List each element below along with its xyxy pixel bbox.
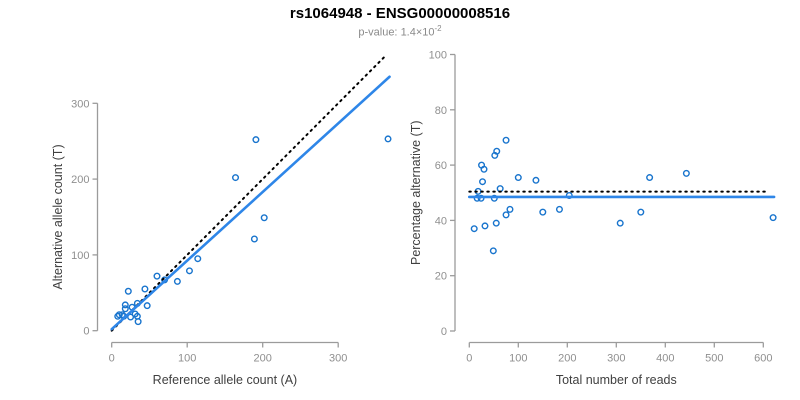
data-point — [473, 194, 481, 202]
data-point — [514, 174, 522, 182]
identity-line — [110, 55, 387, 332]
y-tick-label: 0 — [83, 326, 89, 338]
x-axis-title: Reference allele count (A) — [153, 373, 298, 387]
x-tick-label: 100 — [509, 353, 527, 365]
x-tick-label: 0 — [109, 353, 115, 365]
data-point — [565, 192, 573, 200]
y-tick-label: 80 — [435, 105, 447, 117]
y-tick-label: 20 — [435, 271, 447, 283]
data-point — [493, 147, 501, 155]
data-point — [479, 178, 487, 186]
data-point — [470, 225, 478, 233]
x-axis-title: Total number of reads — [556, 373, 677, 387]
y-tick-label: 0 — [441, 326, 447, 338]
data-point — [682, 169, 690, 177]
y-tick-label: 200 — [71, 174, 89, 186]
data-point — [121, 305, 129, 313]
x-tick-label: 200 — [254, 353, 272, 365]
data-point — [173, 277, 181, 285]
x-tick-label: 0 — [466, 353, 472, 365]
regression-line — [110, 75, 391, 331]
data-point — [502, 211, 510, 219]
x-tick-label: 600 — [754, 353, 772, 365]
data-point — [496, 185, 504, 193]
data-point — [769, 214, 777, 222]
data-point — [124, 287, 132, 295]
y-tick-label: 100 — [429, 50, 447, 62]
y-tick-label: 100 — [71, 250, 89, 262]
allele-counts-scatter: 0 100 200 300 0 100 200 300 Reference allele cou… — [51, 55, 392, 387]
x-tick-label: 400 — [656, 353, 674, 365]
data-point — [646, 174, 654, 182]
data-point — [480, 165, 488, 173]
y-tick-label: 40 — [435, 215, 447, 227]
data-point — [506, 205, 514, 213]
y-tick-label: 60 — [435, 160, 447, 172]
data-point — [185, 267, 193, 275]
data-point — [118, 311, 126, 319]
figure-subtitle: p-value: 1.4×10-2 — [0, 24, 800, 39]
data-point — [555, 205, 563, 213]
data-point — [490, 194, 498, 202]
data-point — [260, 214, 268, 222]
y-axis-title: Alternative allele count (T) — [51, 144, 65, 289]
y-tick-label: 300 — [71, 98, 89, 110]
x-tick-label: 500 — [705, 353, 723, 365]
pvalue-exponent: -2 — [434, 24, 442, 33]
figure-title: rs1064948 - ENSG00000008516 — [289, 5, 511, 22]
x-tick-label: 200 — [558, 353, 576, 365]
x-tick-label: 300 — [329, 353, 347, 365]
data-point — [477, 194, 485, 202]
data-point — [252, 136, 260, 144]
data-point — [134, 318, 142, 326]
data-point — [502, 136, 510, 144]
data-point — [384, 135, 392, 143]
data-point — [141, 285, 149, 293]
data-point — [539, 208, 547, 216]
percentage-vs-reads-scatter: 0 20 40 60 80 100 0 100 200 300 400 500 600 Total num… — [409, 50, 777, 387]
data-point — [481, 222, 489, 230]
data-point — [532, 176, 540, 184]
data-point — [616, 219, 624, 227]
pvalue-base: 1.4×10 — [400, 26, 435, 39]
data-point — [250, 235, 258, 243]
data-point — [153, 272, 161, 280]
data-point — [194, 255, 202, 263]
x-tick-label: 300 — [607, 353, 625, 365]
pvalue-label: p-value: — [358, 26, 398, 39]
data-point — [637, 208, 645, 216]
data-point — [121, 301, 129, 309]
data-point — [492, 219, 500, 227]
data-point — [489, 247, 497, 255]
x-tick-label: 100 — [178, 353, 196, 365]
data-point — [232, 174, 240, 182]
data-point — [143, 302, 151, 310]
y-axis-title: Percentage alternative (T) — [409, 120, 423, 265]
